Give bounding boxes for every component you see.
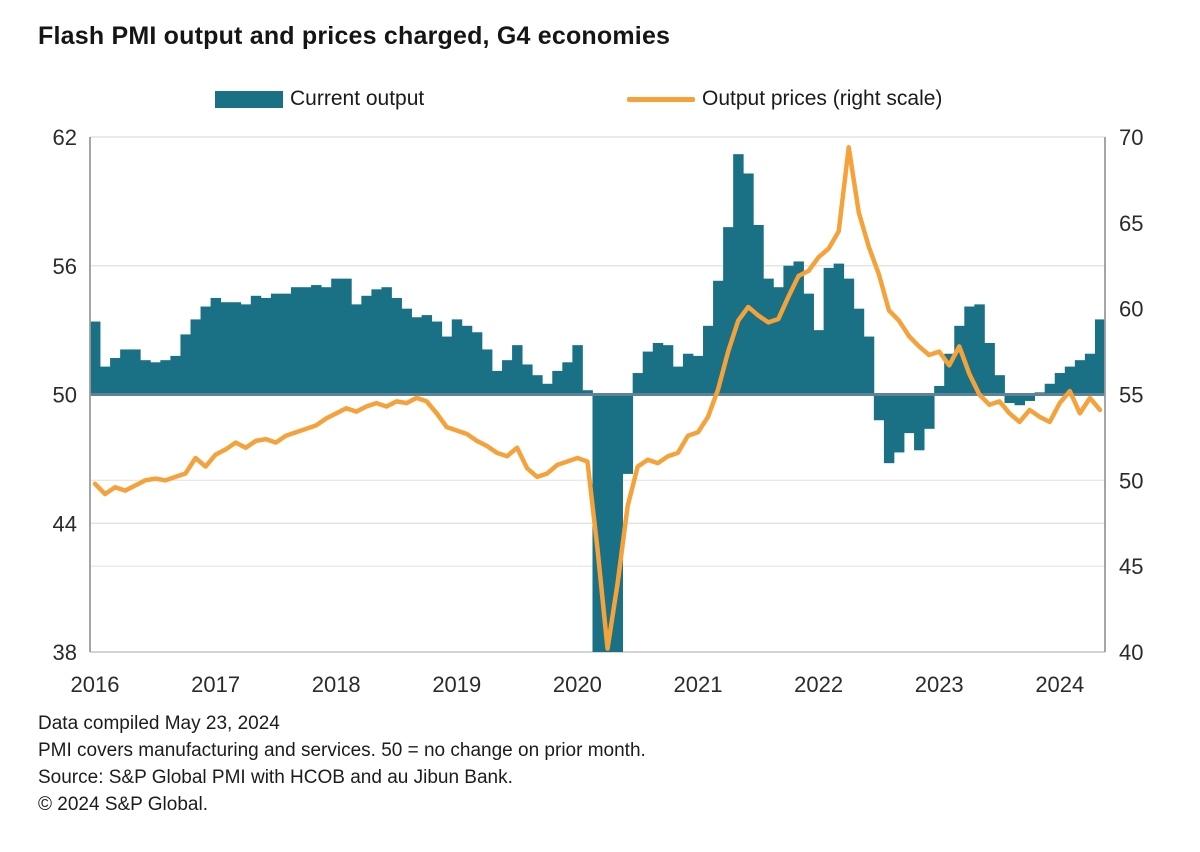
right-axis-tick-label: 70 bbox=[1119, 125, 1143, 150]
legend-label-current-output: Current output bbox=[290, 87, 425, 110]
output-prices-line bbox=[92, 145, 1103, 651]
right-axis-tick-label: 60 bbox=[1119, 297, 1143, 322]
x-axis-year-label: 2019 bbox=[432, 672, 481, 697]
axis-labels: 62 56 50 44 38 70 65 60 55 50 45 40 2016 2017 2018 2019… bbox=[53, 125, 1144, 697]
footnote-source: Source: S&P Global PMI with HCOB and au … bbox=[38, 767, 513, 788]
legend-item-output-prices: Output prices (right scale) bbox=[627, 86, 942, 112]
bar-swatch-icon bbox=[215, 90, 283, 108]
left-axis-tick-label: 50 bbox=[53, 383, 77, 408]
legend-label-output-prices: Output prices (right scale) bbox=[702, 87, 943, 110]
x-axis-year-label: 2016 bbox=[71, 672, 120, 697]
x-axis-year-label: 2022 bbox=[794, 672, 843, 697]
left-axis-tick-label: 56 bbox=[53, 254, 77, 279]
chart-footnotes: Data compiled May 23, 2024 PMI covers ma… bbox=[38, 710, 646, 818]
right-axis-tick-label: 50 bbox=[1119, 468, 1143, 493]
footnote-data-compiled: Data compiled May 23, 2024 bbox=[38, 713, 280, 734]
x-axis-year-label: 2018 bbox=[312, 672, 361, 697]
right-axis-tick-label: 45 bbox=[1119, 554, 1143, 579]
right-axis-tick-label: 65 bbox=[1119, 211, 1143, 236]
x-axis-year-label: 2017 bbox=[191, 672, 240, 697]
current-output-bars bbox=[90, 154, 1106, 652]
chart-title: Flash PMI output and prices charged, G4 … bbox=[38, 22, 671, 50]
x-axis-year-label: 2024 bbox=[1035, 672, 1084, 697]
footnote-pmi-definition: PMI covers manufacturing and services. 5… bbox=[38, 740, 646, 761]
left-axis-tick-label: 38 bbox=[53, 640, 77, 665]
footnote-copyright: © 2024 S&P Global. bbox=[38, 794, 208, 815]
x-axis-year-label: 2021 bbox=[674, 672, 723, 697]
chart-legend: Current output Output prices (right scal… bbox=[0, 86, 1200, 112]
x-axis-year-label: 2023 bbox=[915, 672, 964, 697]
left-axis-tick-label: 44 bbox=[53, 511, 77, 536]
legend-item-current-output: Current output bbox=[215, 86, 424, 112]
right-axis-tick-label: 55 bbox=[1119, 383, 1143, 408]
x-axis-year-label: 2020 bbox=[553, 672, 602, 697]
line-swatch-icon bbox=[627, 96, 695, 102]
right-axis-tick-label: 40 bbox=[1119, 640, 1143, 665]
left-axis-tick-label: 62 bbox=[53, 125, 77, 150]
